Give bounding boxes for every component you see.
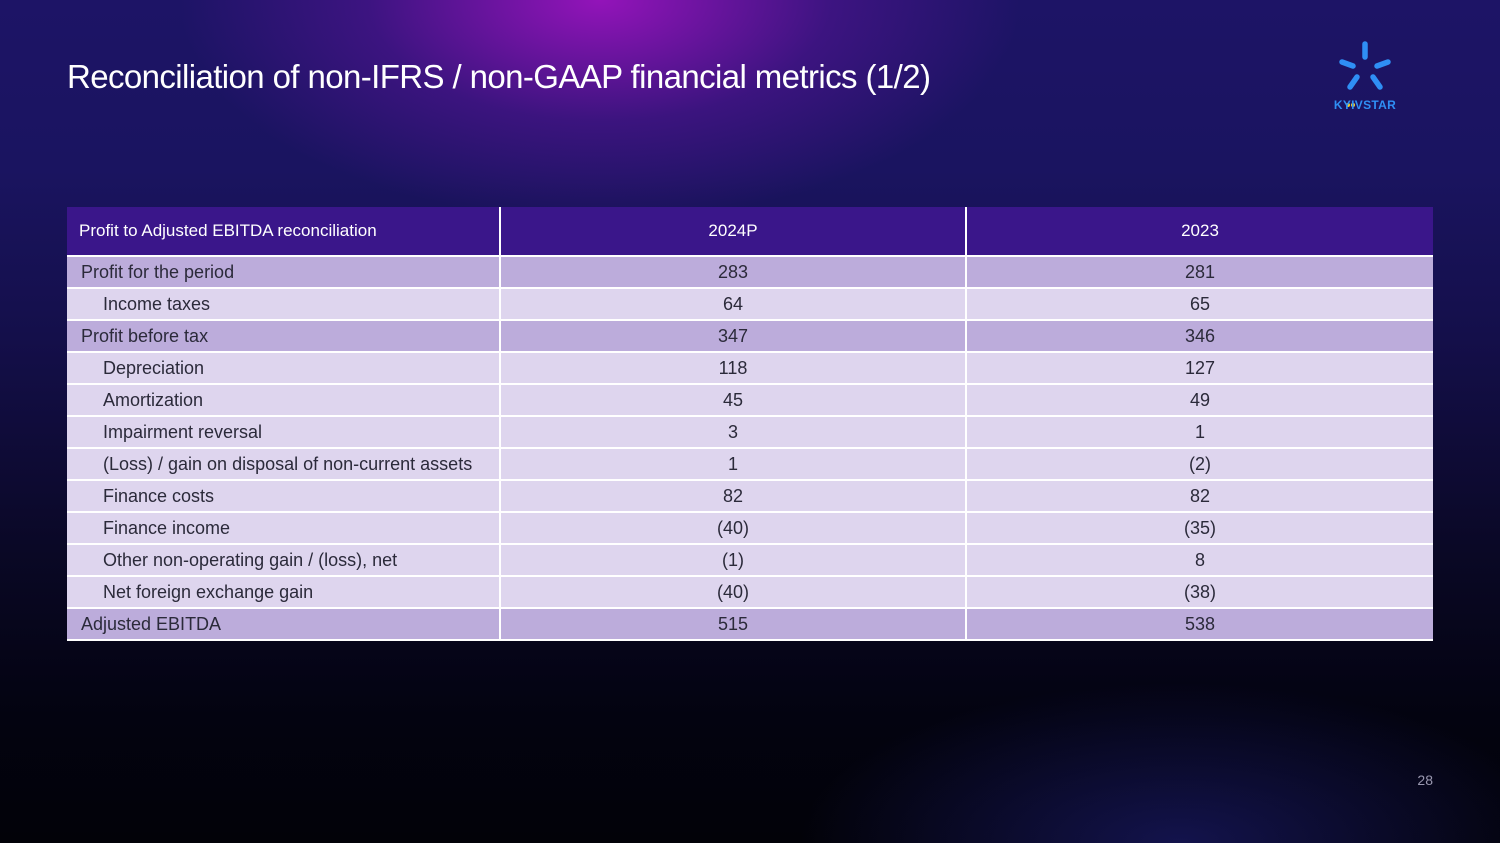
table-row: Profit before tax 347 346 xyxy=(67,320,1433,353)
row-value-2023: 8 xyxy=(965,544,1433,577)
page-number: 28 xyxy=(1417,772,1433,788)
row-label: Impairment reversal xyxy=(67,416,500,449)
table-row: Profit for the period 283 281 xyxy=(67,256,1433,289)
row-value-2024p: (40) xyxy=(499,576,966,609)
row-value-2024p: (40) xyxy=(499,512,966,545)
table-row: Impairment reversal 3 1 xyxy=(67,416,1433,449)
row-value-2024p: 45 xyxy=(499,384,966,417)
table-row: Net foreign exchange gain (40) (38) xyxy=(67,576,1433,609)
row-value-2023: 127 xyxy=(965,352,1433,385)
row-value-2024p: 347 xyxy=(499,320,966,353)
row-value-2023: 538 xyxy=(965,608,1433,641)
kyivstar-logo: KYIVSTAR xyxy=(1328,38,1402,116)
table-row: Other non-operating gain / (loss), net (… xyxy=(67,544,1433,577)
row-label: Finance income xyxy=(67,512,500,545)
row-label: Finance costs xyxy=(67,480,500,513)
table-row: Finance income (40) (35) xyxy=(67,512,1433,545)
kyivstar-star-icon xyxy=(1339,41,1391,90)
table-header-row: Profit to Adjusted EBITDA reconciliation… xyxy=(67,207,1433,257)
row-label: Income taxes xyxy=(67,288,500,321)
header-metric: Profit to Adjusted EBITDA reconciliation xyxy=(67,207,500,257)
row-label: Profit for the period xyxy=(67,256,500,289)
row-value-2024p: (1) xyxy=(499,544,966,577)
row-value-2023: (35) xyxy=(965,512,1433,545)
table-row: (Loss) / gain on disposal of non-current… xyxy=(67,448,1433,481)
logo-wordmark: KYIVSTAR xyxy=(1333,98,1397,112)
row-label: Depreciation xyxy=(67,352,500,385)
table-row: Adjusted EBITDA 515 538 xyxy=(67,608,1433,641)
row-label: Adjusted EBITDA xyxy=(67,608,500,641)
header-2023: 2023 xyxy=(965,207,1433,257)
row-value-2024p: 1 xyxy=(499,448,966,481)
table-row: Amortization 45 49 xyxy=(67,384,1433,417)
row-value-2023: 49 xyxy=(965,384,1433,417)
row-value-2024p: 64 xyxy=(499,288,966,321)
row-value-2024p: 515 xyxy=(499,608,966,641)
row-value-2024p: 82 xyxy=(499,480,966,513)
row-value-2023: (38) xyxy=(965,576,1433,609)
slide-title: Reconciliation of non-IFRS / non-GAAP fi… xyxy=(67,58,931,95)
logo-umlaut-dots xyxy=(1346,94,1358,107)
reconciliation-table: Profit to Adjusted EBITDA reconciliation… xyxy=(67,207,1433,641)
header-2024p: 2024P xyxy=(499,207,966,257)
row-label: Net foreign exchange gain xyxy=(67,576,500,609)
row-value-2023: 281 xyxy=(965,256,1433,289)
row-label: Amortization xyxy=(67,384,500,417)
row-value-2024p: 118 xyxy=(499,352,966,385)
row-value-2024p: 283 xyxy=(499,256,966,289)
row-label: (Loss) / gain on disposal of non-current… xyxy=(67,448,500,481)
row-value-2023: 1 xyxy=(965,416,1433,449)
table-row: Finance costs 82 82 xyxy=(67,480,1433,513)
row-value-2023: 82 xyxy=(965,480,1433,513)
row-value-2023: 65 xyxy=(965,288,1433,321)
row-value-2024p: 3 xyxy=(499,416,966,449)
row-value-2023: 346 xyxy=(965,320,1433,353)
row-label: Profit before tax xyxy=(67,320,500,353)
row-value-2023: (2) xyxy=(965,448,1433,481)
table-row: Depreciation 118 127 xyxy=(67,352,1433,385)
row-label: Other non-operating gain / (loss), net xyxy=(67,544,500,577)
table-row: Income taxes 64 65 xyxy=(67,288,1433,321)
